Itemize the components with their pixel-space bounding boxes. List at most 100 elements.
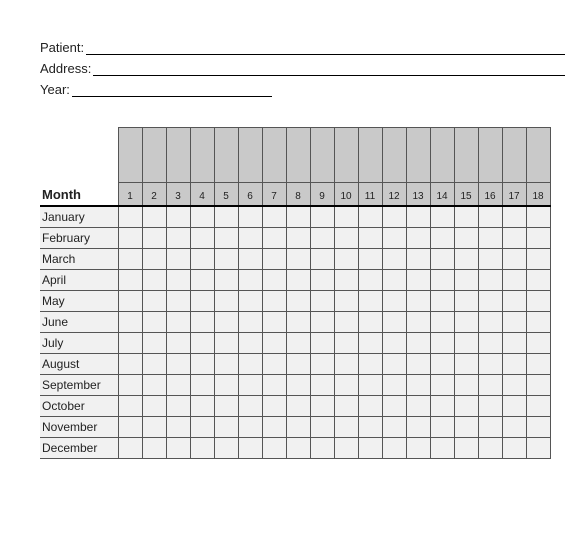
grid-cell[interactable] [478,290,502,311]
grid-cell[interactable] [334,416,358,437]
grid-cell[interactable] [238,416,262,437]
grid-cell[interactable] [358,206,382,228]
grid-cell[interactable] [406,353,430,374]
grid-cell[interactable] [238,395,262,416]
grid-cell[interactable] [526,206,550,228]
grid-cell[interactable] [262,269,286,290]
grid-cell[interactable] [406,416,430,437]
grid-cell[interactable] [382,416,406,437]
grid-cell[interactable] [334,395,358,416]
grid-cell[interactable] [118,353,142,374]
grid-cell[interactable] [286,227,310,248]
grid-cell[interactable] [358,269,382,290]
grid-cell[interactable] [286,248,310,269]
grid-cell[interactable] [142,269,166,290]
grid-cell[interactable] [310,227,334,248]
grid-cell[interactable] [334,290,358,311]
grid-cell[interactable] [190,206,214,228]
grid-cell[interactable] [478,395,502,416]
grid-cell[interactable] [286,332,310,353]
grid-cell[interactable] [214,290,238,311]
grid-cell[interactable] [142,374,166,395]
grid-cell[interactable] [286,374,310,395]
grid-cell[interactable] [406,206,430,228]
grid-cell[interactable] [382,374,406,395]
grid-cell[interactable] [526,311,550,332]
grid-cell[interactable] [118,269,142,290]
grid-cell[interactable] [334,437,358,458]
grid-cell[interactable] [166,206,190,228]
grid-cell[interactable] [286,353,310,374]
grid-cell[interactable] [382,227,406,248]
grid-cell[interactable] [502,353,526,374]
grid-cell[interactable] [406,227,430,248]
grid-cell[interactable] [118,332,142,353]
grid-cell[interactable] [430,353,454,374]
grid-cell[interactable] [142,395,166,416]
grid-cell[interactable] [310,332,334,353]
grid-cell[interactable] [118,395,142,416]
grid-cell[interactable] [286,437,310,458]
grid-cell[interactable] [430,395,454,416]
grid-cell[interactable] [238,248,262,269]
grid-cell[interactable] [166,353,190,374]
grid-cell[interactable] [358,437,382,458]
grid-cell[interactable] [166,290,190,311]
grid-cell[interactable] [118,374,142,395]
grid-cell[interactable] [478,353,502,374]
grid-cell[interactable] [118,290,142,311]
grid-cell[interactable] [334,353,358,374]
grid-cell[interactable] [310,374,334,395]
grid-cell[interactable] [190,248,214,269]
grid-cell[interactable] [358,290,382,311]
grid-cell[interactable] [286,206,310,228]
grid-cell[interactable] [286,290,310,311]
grid-cell[interactable] [262,395,286,416]
grid-cell[interactable] [382,311,406,332]
grid-cell[interactable] [334,332,358,353]
grid-cell[interactable] [430,311,454,332]
grid-cell[interactable] [286,416,310,437]
grid-cell[interactable] [358,332,382,353]
grid-cell[interactable] [142,332,166,353]
grid-cell[interactable] [382,248,406,269]
grid-cell[interactable] [502,437,526,458]
grid-cell[interactable] [262,248,286,269]
grid-cell[interactable] [118,437,142,458]
grid-cell[interactable] [286,311,310,332]
year-line[interactable] [72,83,272,97]
grid-cell[interactable] [214,437,238,458]
grid-cell[interactable] [382,269,406,290]
grid-cell[interactable] [478,269,502,290]
grid-cell[interactable] [190,269,214,290]
grid-cell[interactable] [526,248,550,269]
grid-cell[interactable] [430,437,454,458]
grid-cell[interactable] [358,353,382,374]
grid-cell[interactable] [502,374,526,395]
grid-cell[interactable] [166,248,190,269]
grid-cell[interactable] [454,395,478,416]
grid-cell[interactable] [142,290,166,311]
grid-cell[interactable] [478,374,502,395]
grid-cell[interactable] [214,311,238,332]
grid-cell[interactable] [406,311,430,332]
grid-cell[interactable] [454,416,478,437]
grid-cell[interactable] [166,311,190,332]
grid-cell[interactable] [430,248,454,269]
grid-cell[interactable] [190,311,214,332]
grid-cell[interactable] [454,248,478,269]
grid-cell[interactable] [262,353,286,374]
grid-cell[interactable] [382,395,406,416]
grid-cell[interactable] [262,416,286,437]
grid-cell[interactable] [238,311,262,332]
grid-cell[interactable] [406,374,430,395]
patient-line[interactable] [86,41,565,55]
grid-cell[interactable] [166,374,190,395]
grid-cell[interactable] [358,227,382,248]
grid-cell[interactable] [358,248,382,269]
grid-cell[interactable] [502,269,526,290]
grid-cell[interactable] [166,269,190,290]
grid-cell[interactable] [526,416,550,437]
grid-cell[interactable] [334,206,358,228]
grid-cell[interactable] [526,269,550,290]
